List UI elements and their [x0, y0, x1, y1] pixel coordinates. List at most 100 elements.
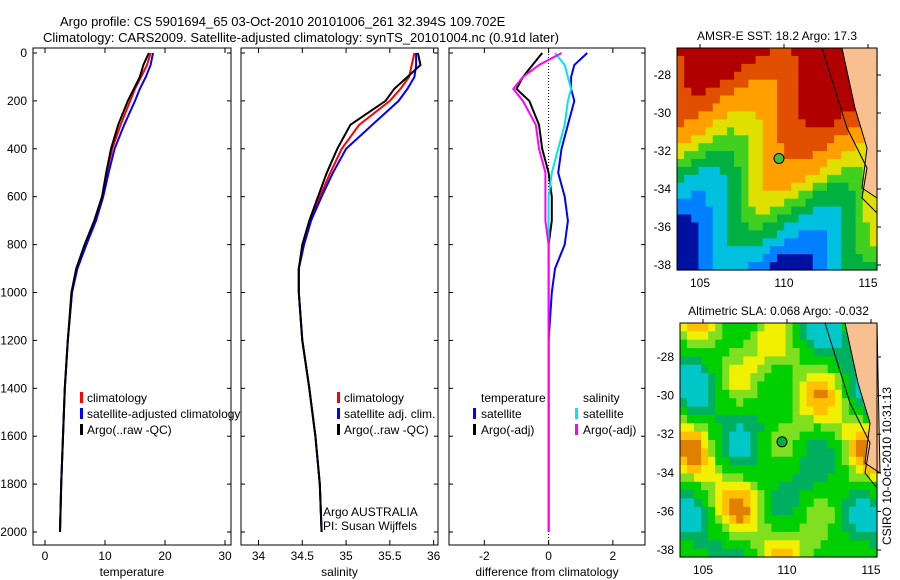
map-cell: [684, 143, 692, 152]
map-cell: [694, 381, 702, 391]
map-cell: [862, 548, 871, 558]
map-lat-tick-label: -30: [657, 389, 675, 403]
map-cell: [778, 523, 787, 533]
map-cell: [694, 481, 702, 491]
map-lat-tick-label: -38: [654, 258, 672, 272]
map-cell: [734, 238, 742, 247]
map-cell: [715, 531, 723, 541]
map-cell: [755, 127, 764, 136]
map-cell: [694, 323, 702, 332]
map-cell: [762, 63, 771, 73]
map-cell: [712, 79, 721, 89]
map-cell: [701, 531, 709, 541]
map-cell: [708, 373, 716, 383]
map-cell: [792, 473, 801, 483]
map-cell: [771, 398, 780, 408]
map-cell: [841, 339, 850, 349]
map-cell: [799, 398, 808, 408]
map-cell: [841, 515, 850, 525]
map-cell: [708, 356, 716, 366]
map-cell: [729, 331, 737, 341]
map-cell: [741, 143, 750, 152]
map-cell: [819, 79, 828, 89]
map-cell: [719, 190, 728, 200]
map-cell: [757, 431, 766, 441]
map-cell: [727, 103, 735, 113]
map-cell: [719, 103, 728, 113]
map-cell: [750, 523, 758, 533]
map-cell: [777, 119, 785, 128]
map-cell: [715, 515, 723, 525]
map-cell: [791, 151, 800, 160]
map-cell: [827, 135, 835, 144]
map-cell: [834, 206, 842, 216]
map-cell: [785, 414, 794, 424]
map-cell: [791, 119, 800, 128]
map-cell: [687, 373, 695, 383]
map-cell: [741, 190, 750, 200]
map-cell: [791, 135, 800, 144]
map-cell: [855, 506, 864, 516]
map-cell: [705, 254, 714, 263]
map-cell: [687, 364, 695, 374]
map-cell: [813, 423, 822, 433]
map-cell: [764, 506, 773, 516]
map-cell: [729, 423, 737, 433]
map-cell: [705, 230, 714, 239]
map-cell: [806, 431, 815, 441]
map-cell: [722, 331, 730, 341]
map-cell: [684, 214, 692, 224]
map-cell: [748, 230, 757, 239]
map-cell: [777, 103, 785, 113]
map-cell: [708, 465, 716, 475]
map-cell: [812, 87, 821, 97]
map-cell: [743, 523, 751, 533]
map-cell: [762, 151, 771, 160]
map-cell: [701, 364, 709, 374]
map-cell: [715, 381, 723, 391]
map-cell: [799, 381, 808, 391]
map-cell: [771, 381, 780, 391]
map-cell: [771, 339, 780, 349]
map-cell: [712, 254, 721, 263]
map-cell: [834, 127, 842, 136]
map-cell: [769, 182, 778, 192]
map-cell: [722, 356, 730, 366]
map-cell: [785, 364, 794, 374]
map-cell: [701, 515, 709, 525]
map-cell: [736, 506, 744, 516]
y-tick-label: 600: [7, 190, 27, 204]
map-cell: [806, 506, 815, 516]
map-cell: [748, 95, 757, 105]
map-cell: [748, 119, 757, 128]
map-cell: [778, 540, 787, 550]
map-cell: [834, 174, 842, 184]
map-cell: [715, 456, 723, 466]
map-cell: [748, 151, 757, 160]
y-tick-label: 2000: [0, 525, 27, 539]
map-cell: [777, 55, 785, 65]
map-cell: [806, 373, 815, 383]
map-cell: [841, 238, 850, 247]
map-cell: [834, 111, 842, 120]
map-cell: [827, 398, 836, 408]
map-cell: [848, 389, 857, 399]
map-cell: [777, 214, 785, 224]
map-cell: [748, 55, 757, 65]
map-cell: [741, 214, 750, 224]
map-cell: [736, 348, 744, 358]
map-cell: [805, 190, 814, 200]
map-cell: [680, 323, 688, 332]
map-cell: [792, 406, 801, 416]
map-cell: [762, 79, 771, 89]
map-cell: [736, 331, 744, 341]
map-cell: [812, 238, 821, 247]
map-cell: [869, 506, 878, 516]
map-cell: [750, 431, 758, 441]
map-cell: [841, 246, 850, 255]
map-cell: [687, 473, 695, 483]
map-cell: [834, 182, 842, 192]
map-cell: [741, 206, 750, 216]
map-cell: [827, 523, 836, 533]
map-cell: [862, 246, 871, 255]
